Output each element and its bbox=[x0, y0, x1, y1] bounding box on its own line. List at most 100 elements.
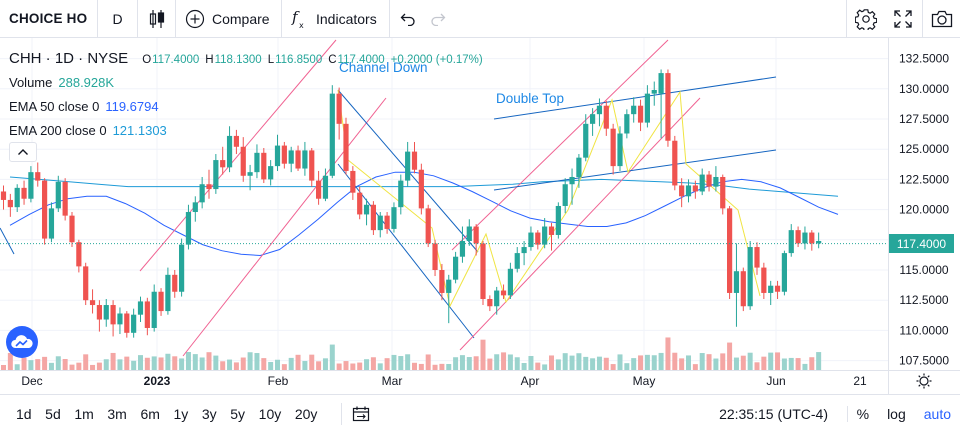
volume-bar bbox=[610, 364, 616, 370]
undo-icon[interactable] bbox=[400, 12, 416, 26]
volume-bar bbox=[535, 362, 541, 370]
price-axis[interactable]: 132.5000 130.0000 127.5000 125.0000 122.5000… bbox=[899, 52, 949, 368]
pattern-zigzag[interactable] bbox=[337, 89, 761, 308]
candle-body bbox=[500, 290, 507, 296]
time-tick-label: Dec bbox=[21, 374, 42, 388]
compare-button[interactable]: Compare bbox=[176, 0, 282, 38]
channel-down-edge[interactable] bbox=[0, 227, 15, 255]
candle-body bbox=[795, 230, 801, 244]
candle-body bbox=[350, 170, 356, 193]
volume-bar bbox=[343, 361, 349, 370]
chart-type-button[interactable] bbox=[138, 0, 176, 38]
candle-body bbox=[295, 150, 301, 169]
candle-body bbox=[405, 151, 411, 181]
volume-bar bbox=[494, 354, 500, 370]
collapse-legend-button[interactable] bbox=[9, 142, 37, 162]
plus-circle-icon bbox=[185, 9, 205, 28]
candle-body bbox=[418, 169, 424, 209]
channel-down-lower[interactable] bbox=[337, 163, 475, 339]
main-chart-svg[interactable]: Channel Down Double Top 132.5000 130.0000… bbox=[0, 38, 960, 370]
time-axis[interactable]: Dec 2023 Feb Mar Apr May Jun 21 bbox=[0, 370, 960, 394]
candle-body bbox=[644, 93, 650, 123]
interval-label: D bbox=[112, 10, 123, 27]
axis-settings-button[interactable] bbox=[916, 373, 932, 389]
candle-body bbox=[274, 145, 281, 167]
candle-body bbox=[651, 90, 657, 94]
candle-body bbox=[624, 114, 630, 134]
candle-body bbox=[788, 230, 794, 254]
chart-area[interactable]: Channel Down Double Top 132.5000 130.0000… bbox=[0, 38, 960, 370]
volume-bar bbox=[384, 358, 390, 370]
candle-body bbox=[658, 73, 664, 94]
snapshot-button[interactable] bbox=[922, 0, 960, 38]
volume-bar bbox=[802, 363, 808, 370]
volume-bar bbox=[7, 353, 13, 370]
candle-body bbox=[281, 145, 287, 164]
annotation-double-top[interactable]: Double Top bbox=[496, 91, 564, 106]
volume-bar bbox=[213, 355, 219, 370]
range-5y[interactable]: 5y bbox=[230, 406, 246, 422]
volume-bar bbox=[240, 357, 246, 370]
range-1d[interactable]: 1d bbox=[16, 406, 32, 422]
candle-body bbox=[740, 271, 746, 307]
interval-button[interactable]: D bbox=[98, 0, 138, 38]
drawing-layer[interactable] bbox=[0, 39, 777, 357]
candle-body bbox=[42, 180, 48, 239]
volume-bar bbox=[590, 358, 596, 370]
log-scale-button[interactable]: log bbox=[887, 406, 906, 422]
volume-bar bbox=[781, 358, 787, 370]
candle-body bbox=[370, 204, 376, 231]
volume-bar bbox=[131, 360, 137, 370]
volume-bar bbox=[172, 356, 178, 370]
candle-body bbox=[521, 247, 527, 254]
double-top-lower[interactable] bbox=[493, 149, 777, 191]
range-1m[interactable]: 1m bbox=[74, 406, 94, 422]
percent-scale-button[interactable]: % bbox=[846, 406, 878, 422]
range-6m[interactable]: 6m bbox=[140, 406, 160, 422]
auto-scale-button[interactable]: auto bbox=[923, 406, 951, 422]
symbol-search-button[interactable]: CHOICE HO bbox=[0, 0, 98, 38]
volume-bar bbox=[48, 362, 54, 370]
range-5d[interactable]: 5d bbox=[45, 406, 61, 422]
range-3m[interactable]: 3m bbox=[107, 406, 127, 422]
svg-text:f: f bbox=[291, 8, 300, 26]
price-tick-label: 115.0000 bbox=[899, 263, 948, 277]
volume-bar bbox=[521, 362, 527, 370]
volume-bar bbox=[747, 352, 753, 370]
candle-body bbox=[69, 215, 75, 243]
channel-up-1-lower[interactable] bbox=[182, 97, 387, 357]
volume-bar bbox=[309, 354, 315, 370]
candle-body bbox=[617, 133, 623, 167]
candle-body bbox=[411, 151, 418, 170]
range-10y[interactable]: 10y bbox=[258, 406, 282, 422]
double-top-upper[interactable] bbox=[493, 76, 777, 120]
settings-button[interactable] bbox=[846, 0, 884, 38]
redo-icon[interactable] bbox=[430, 12, 446, 26]
candle-body bbox=[220, 160, 226, 168]
channel-up-2-upper[interactable] bbox=[451, 39, 669, 251]
candle-body bbox=[747, 247, 753, 307]
candle-body bbox=[439, 270, 445, 293]
time-tick-label: Mar bbox=[382, 374, 403, 388]
fullscreen-button[interactable] bbox=[884, 0, 922, 38]
channel-up-1-upper[interactable] bbox=[139, 39, 337, 272]
sun-icon bbox=[919, 376, 929, 386]
volume-bar bbox=[446, 363, 452, 370]
tradingview-logo[interactable] bbox=[6, 326, 38, 358]
candle-body bbox=[576, 157, 582, 177]
volume-bar bbox=[624, 363, 630, 370]
goto-date-button[interactable] bbox=[341, 403, 370, 425]
range-20y[interactable]: 20y bbox=[294, 406, 318, 422]
candle-body bbox=[569, 176, 575, 185]
volume-bar bbox=[473, 356, 479, 370]
annotation-channel-down[interactable]: Channel Down bbox=[339, 60, 428, 75]
volume-bar bbox=[439, 363, 445, 370]
range-3y[interactable]: 3y bbox=[201, 406, 217, 422]
indicators-button[interactable]: f x Indicators bbox=[282, 0, 390, 38]
candle-body bbox=[706, 174, 712, 187]
channel-up-2-lower[interactable] bbox=[459, 97, 701, 351]
volume-bar bbox=[562, 353, 568, 370]
volume-bar bbox=[158, 357, 164, 370]
range-1y[interactable]: 1y bbox=[173, 406, 189, 422]
volume-bar bbox=[1, 365, 6, 370]
